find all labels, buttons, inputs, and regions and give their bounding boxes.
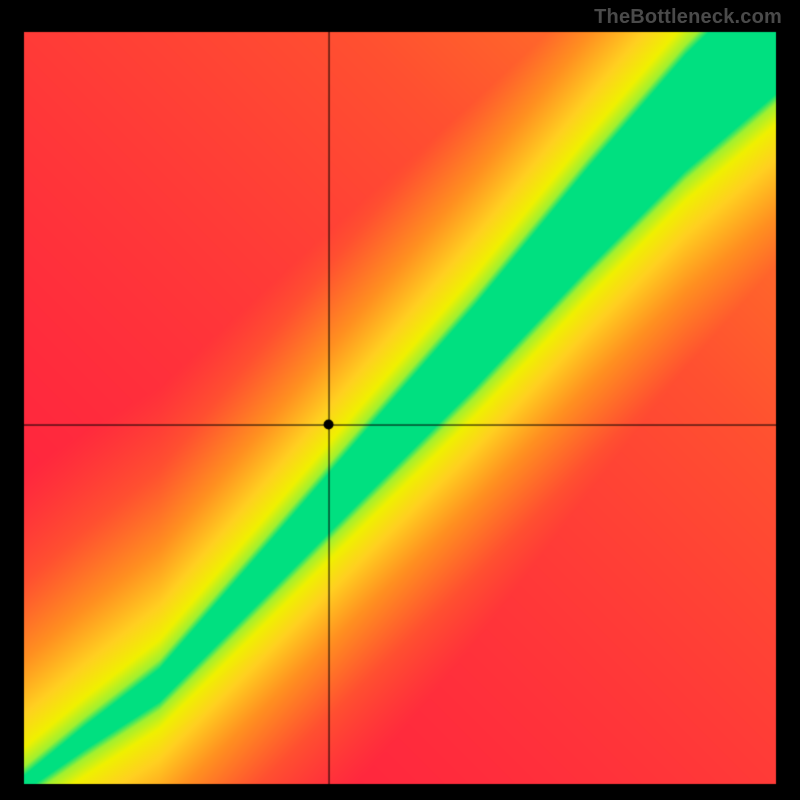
watermark-text: TheBottleneck.com (594, 6, 782, 29)
bottleneck-heatmap (0, 0, 800, 800)
chart-container: TheBottleneck.com (0, 0, 800, 800)
